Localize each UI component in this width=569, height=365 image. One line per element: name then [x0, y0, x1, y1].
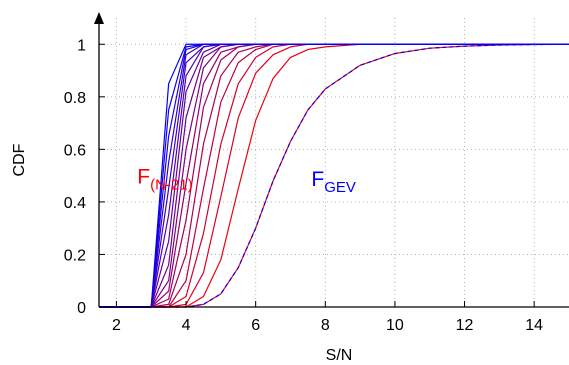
axes [94, 12, 569, 308]
x-axis-label: S/N [326, 347, 353, 364]
x-tick-label-3: 8 [321, 317, 330, 334]
y-tick-label-3: 0.6 [64, 142, 86, 159]
x-tick-label-2: 6 [251, 317, 260, 334]
cdf-curves [99, 43, 569, 308]
y-tick-label-1: 0.2 [64, 247, 86, 264]
y-tick-label-0: 0 [77, 300, 86, 317]
y-tick-label-4: 0.8 [64, 90, 86, 107]
x-tick-label-5: 12 [456, 317, 474, 334]
x-tick-label-4: 10 [386, 317, 404, 334]
annotation-f-n21-subscript: (N-21) [150, 177, 193, 194]
annotation-f-n21-main: F [137, 166, 150, 189]
y-axis-arrow [94, 12, 104, 24]
annotation-f-gev-main: F [311, 168, 324, 191]
cdf-curve-0 [99, 43, 569, 308]
annotation-f-gev-subscript: GEV [324, 179, 356, 196]
x-tick-label-1: 4 [182, 317, 191, 334]
y-tick-label-5: 1 [77, 37, 86, 54]
annotation-f-n21: F(N-21) [137, 166, 192, 194]
y-ticks: 0 0.2 0.4 0.6 0.8 1 [64, 37, 105, 317]
y-tick-label-2: 0.4 [64, 195, 86, 212]
x-tick-label-6: 14 [525, 317, 543, 334]
y-axis-label: CDF [11, 143, 28, 176]
x-ticks: 2 4 6 8 10 12 14 [112, 301, 543, 334]
annotation-f-gev: FGEV [311, 168, 356, 196]
grid [99, 18, 569, 308]
x-tick-label-0: 2 [112, 317, 121, 334]
